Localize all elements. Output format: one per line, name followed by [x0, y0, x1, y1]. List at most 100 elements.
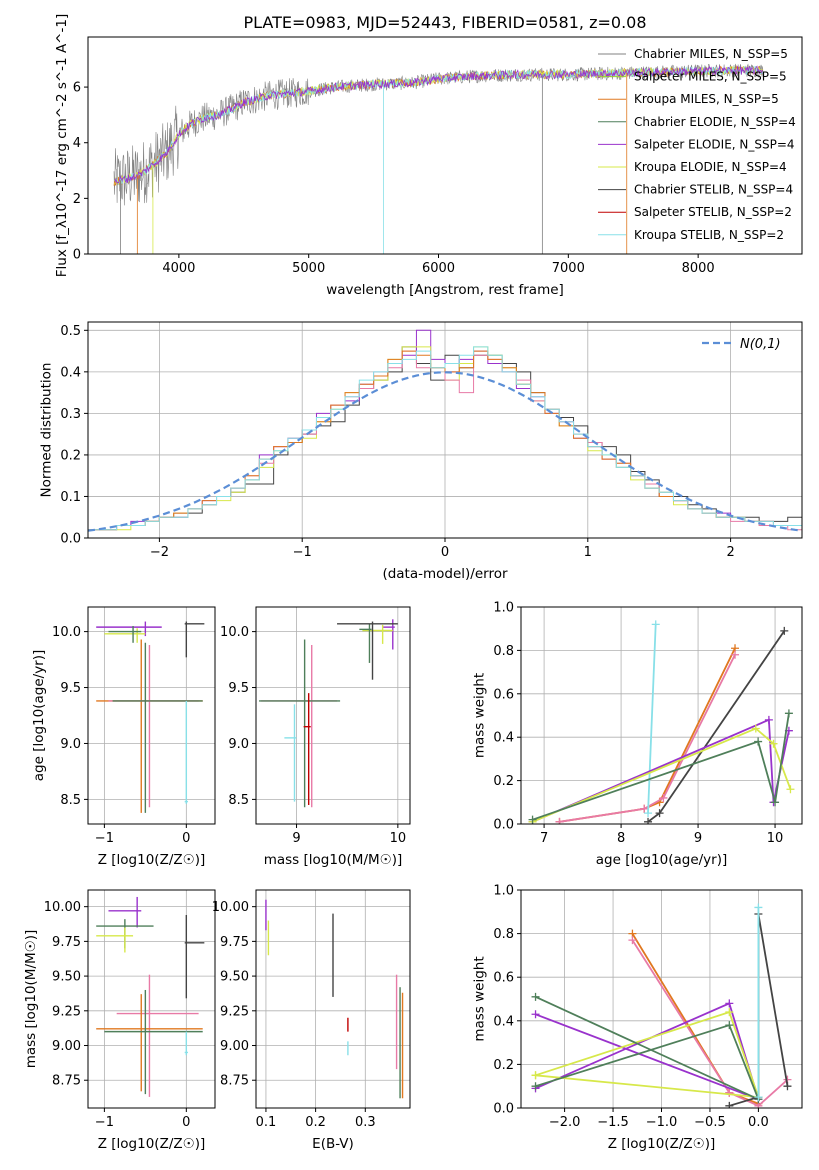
x-tick-label: −2 [150, 545, 169, 560]
y-tick-label: 10.0 [220, 625, 249, 640]
axes-frame [87, 606, 216, 825]
plot-area [96, 621, 205, 813]
y-tick-label: 0.1 [60, 490, 81, 505]
x-tick-label: 8000 [682, 261, 715, 276]
y-tick-label: 10.00 [44, 900, 81, 915]
y-tick-label: 0.2 [493, 774, 514, 789]
data-point [725, 999, 734, 1008]
data-point [640, 804, 649, 813]
data-point [651, 620, 660, 629]
panel-4: 7 8 9 10 0.0 0.2 0.4 0.6 0.8 1.0 age [log10(age/yr… [472, 601, 803, 868]
legend-label: Salpeter MILES, N_SSP=5 [634, 70, 787, 84]
x-tick-label: 0 [441, 545, 449, 560]
y-tick-label: 10.0 [52, 625, 81, 640]
x-tick-label: 7 [540, 831, 548, 846]
y-tick-label: 10.00 [212, 900, 249, 915]
data-point [780, 626, 789, 635]
y-tick-label: 0.5 [60, 324, 81, 339]
series-line [647, 630, 786, 823]
x-tick-label: 0.2 [305, 1115, 326, 1130]
y-tick-label: 4 [73, 136, 81, 151]
legend-label: Kroupa MILES, N_SSP=5 [634, 92, 779, 106]
y-tick-label: 0.8 [493, 644, 514, 659]
panel-1: N(0,1) −2 −1 0 1 2 0.0 0.1 0.2 0.3 0.4 0.5 (data-mod… [39, 321, 803, 582]
x-tick-label: −0.5 [694, 1115, 726, 1130]
y-tick-label: 8.75 [52, 1074, 81, 1089]
y-axis-label: Normed distribution [39, 363, 55, 498]
legend-label: Kroupa ELODIE, N_SSP=4 [634, 160, 787, 174]
data-point [751, 724, 760, 733]
data-point [659, 793, 668, 802]
y-tick-label: 0.3 [60, 407, 81, 422]
y-tick-label: 8.5 [228, 793, 249, 808]
x-tick-label: 6000 [422, 261, 455, 276]
x-tick-label: −2.0 [549, 1115, 581, 1130]
plot-area [96, 896, 205, 1097]
x-tick-label: 1 [584, 545, 592, 560]
data-point [783, 1082, 792, 1091]
y-tick-label: 0.4 [493, 1014, 514, 1029]
y-tick-label: 9.5 [60, 681, 81, 696]
legend-label: Chabrier STELIB, N_SSP=4 [634, 183, 793, 197]
x-tick-label: 10 [390, 831, 407, 846]
data-point [769, 739, 778, 748]
data-point [771, 798, 780, 807]
x-tick-label: 10 [767, 831, 784, 846]
y-tick-label: 0.2 [60, 448, 81, 463]
panel-2: −1 0 8.5 9.0 9.5 10.0 Z [log10(Z/Z☉)] age [log1… [31, 606, 216, 868]
series-line [535, 1010, 760, 1099]
plot-area [265, 899, 404, 1099]
y-tick-label: 8.75 [220, 1074, 249, 1089]
data-point [786, 785, 795, 794]
figure-title: PLATE=0983, MJD=52443, FIBERID=0581, z=0… [243, 13, 646, 32]
legend-label: N(0,1) [740, 337, 781, 352]
legend-label: Salpeter STELIB, N_SSP=2 [634, 205, 792, 219]
y-axis-label: mass weight [472, 956, 488, 1041]
x-tick-label: 0.0 [748, 1115, 769, 1130]
x-axis-label: wavelength [Angstrom, rest frame] [326, 282, 564, 298]
panel-6: 0.1 0.2 0.3 8.75 9.00 9.25 9.50 9.75 10.00 E(B-V) [212, 889, 411, 1152]
data-point [725, 1008, 734, 1017]
series-line [535, 995, 761, 1102]
series-line [532, 713, 790, 821]
y-tick-label: 9.75 [220, 935, 249, 950]
series-line [631, 939, 789, 1107]
y-tick-label: 0.6 [493, 971, 514, 986]
data-point [531, 992, 540, 1001]
data-point [754, 903, 763, 912]
x-tick-label: 4000 [162, 261, 195, 276]
y-axis-label: Flux [f_λ10^-17 erg cm^-2 s^-1 A^-1] [54, 14, 70, 277]
legend-label: Salpeter ELODIE, N_SSP=4 [634, 137, 795, 151]
panel-0: Chabrier MILES, N_SSP=5 Salpeter MILES, N… [54, 14, 803, 298]
series-line [532, 727, 792, 823]
data-point [754, 1093, 763, 1102]
y-tick-label: 0.0 [493, 818, 514, 833]
x-axis-label: E(B-V) [312, 1136, 354, 1152]
y-tick-label: 9.25 [52, 1004, 81, 1019]
y-tick-label: 9.00 [220, 1039, 249, 1054]
y-tick-label: 9.5 [228, 681, 249, 696]
y-tick-label: 1.0 [493, 884, 514, 899]
y-axis-label: age [log10(age/yr)] [31, 650, 47, 782]
panel-7: −2.0 −1.5 −1.0 −0.5 0.0 0.0 0.2 0.4 0.6 0.8 1.0 Z [… [472, 884, 803, 1152]
series-line [647, 624, 657, 814]
x-axis-label: (data-model)/error [382, 566, 508, 582]
axes-frame [87, 889, 216, 1109]
normal-curve [88, 371, 802, 532]
y-tick-label: 8.5 [60, 793, 81, 808]
x-tick-label: 0 [182, 1115, 190, 1130]
data-point [644, 809, 653, 818]
data-point [764, 715, 773, 724]
axes-frame [255, 606, 411, 825]
plot-area [528, 620, 795, 824]
x-axis-label: age [log10(age/yr)] [596, 852, 728, 868]
data-point [725, 1088, 734, 1097]
y-tick-label: 9.0 [228, 737, 249, 752]
y-tick-label: 0.8 [493, 927, 514, 942]
y-tick-label: 9.50 [52, 970, 81, 985]
plot-area [88, 329, 802, 532]
legend-label: Chabrier ELODIE, N_SSP=4 [634, 115, 796, 129]
x-tick-label: 9 [292, 831, 300, 846]
x-tick-label: 2 [726, 545, 734, 560]
data-point [531, 1010, 540, 1019]
